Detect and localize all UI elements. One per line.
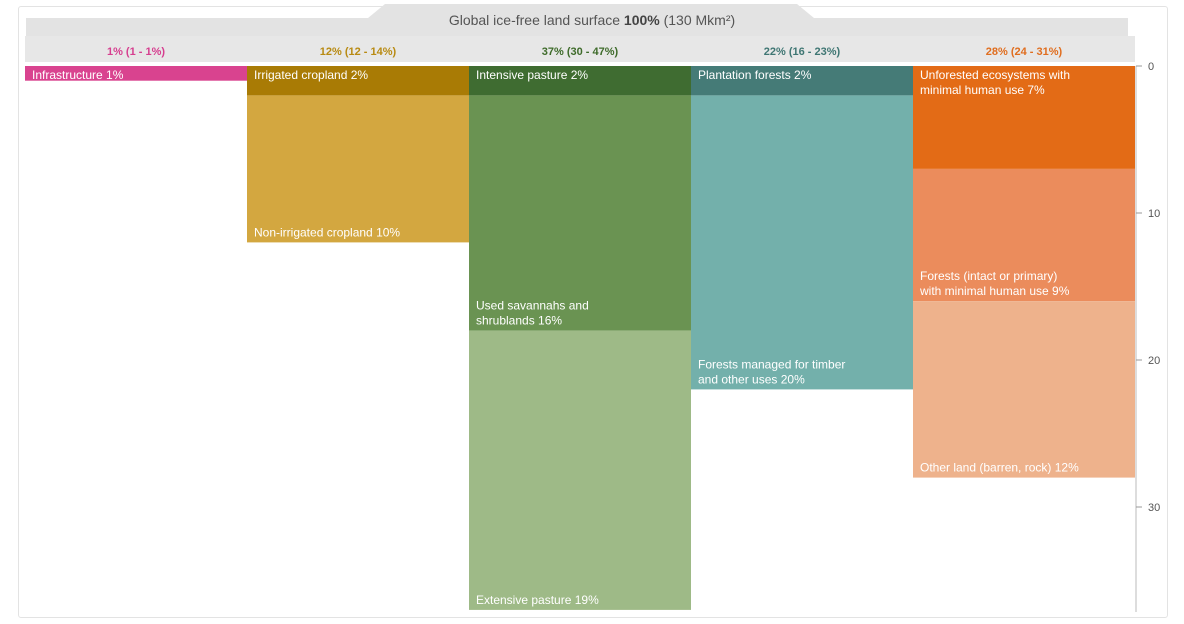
segment-label-line: Forests (intact or primary)	[920, 269, 1057, 283]
title-tab	[26, 4, 1128, 36]
segment-label: Plantation forests 2%	[698, 68, 812, 82]
column-header: 22% (16 - 23%)	[764, 46, 841, 58]
segment-label-line: Plantation forests 2%	[698, 68, 812, 82]
segment-bar	[469, 95, 691, 331]
segment-label: Forests managed for timber and other uses…	[698, 357, 845, 386]
segment-label: Infrastructure 1%	[32, 68, 124, 82]
segment-label-line: shrublands 16%	[476, 314, 562, 328]
segment-label-line: Extensive pasture 19%	[476, 593, 599, 607]
segment-bar	[691, 66, 913, 96]
segment-label-line: Irrigated cropland 2%	[254, 68, 368, 82]
chart-title-emphasis: 100%	[624, 12, 660, 28]
segment-label-line: and other uses 20%	[698, 372, 805, 386]
segment-label: Unforested ecosystems with minimal human …	[920, 68, 1070, 97]
y-axis-tick-label: 20	[1148, 355, 1160, 367]
segment-label-line: Other land (barren, rock) 12%	[920, 461, 1079, 475]
segment-label: Extensive pasture 19%	[476, 593, 599, 607]
segment-label-line: Intensive pasture 2%	[476, 68, 588, 82]
column-header: 12% (12 - 14%)	[320, 46, 397, 58]
segment-label: Forests (intact or primary) with minimal …	[919, 269, 1070, 298]
y-axis-tick-label: 30	[1148, 502, 1160, 514]
segment-label-line: Forests managed for timber	[698, 357, 845, 371]
y-axis-tick-label: 0	[1148, 61, 1154, 73]
segment-label-line: Unforested ecosystems with	[920, 68, 1070, 82]
segment-bar	[25, 66, 247, 81]
chart-title-prefix: Global ice-free land surface	[449, 12, 624, 28]
column-header: 1% (1 - 1%)	[107, 46, 165, 58]
segment-label-line: Non-irrigated cropland 10%	[254, 225, 400, 239]
segment-label: Intensive pasture 2%	[476, 68, 588, 82]
y-axis-tick-label: 10	[1148, 208, 1160, 220]
header-band	[25, 36, 1135, 62]
segment-label-line: Infrastructure 1%	[32, 68, 124, 82]
segment-bar	[913, 301, 1135, 478]
segment-bar	[247, 95, 469, 243]
column-header: 37% (30 - 47%)	[542, 46, 619, 58]
segment-bar	[913, 66, 1135, 169]
segment-label-line: with minimal human use 9%	[919, 284, 1070, 298]
segment-label-line: Used savannahs and	[476, 299, 589, 313]
segment-label: Non-irrigated cropland 10%	[254, 225, 400, 239]
segment-label: Used savannahs and shrublands 16%	[476, 299, 589, 328]
segment-bar	[247, 66, 469, 96]
column-header: 28% (24 - 31%)	[986, 46, 1063, 58]
segment-label: Other land (barren, rock) 12%	[920, 461, 1079, 475]
chart-title: Global ice-free land surface 100% (130 M…	[449, 12, 735, 28]
chart-title-suffix: (130 Mkm²)	[660, 12, 735, 28]
segment-bar	[469, 66, 691, 96]
segment-bar	[913, 168, 1135, 302]
segment-bar	[469, 330, 691, 610]
segment-label: Irrigated cropland 2%	[254, 68, 368, 82]
segment-bar	[691, 95, 913, 390]
segment-label-line: minimal human use 7%	[920, 83, 1045, 97]
